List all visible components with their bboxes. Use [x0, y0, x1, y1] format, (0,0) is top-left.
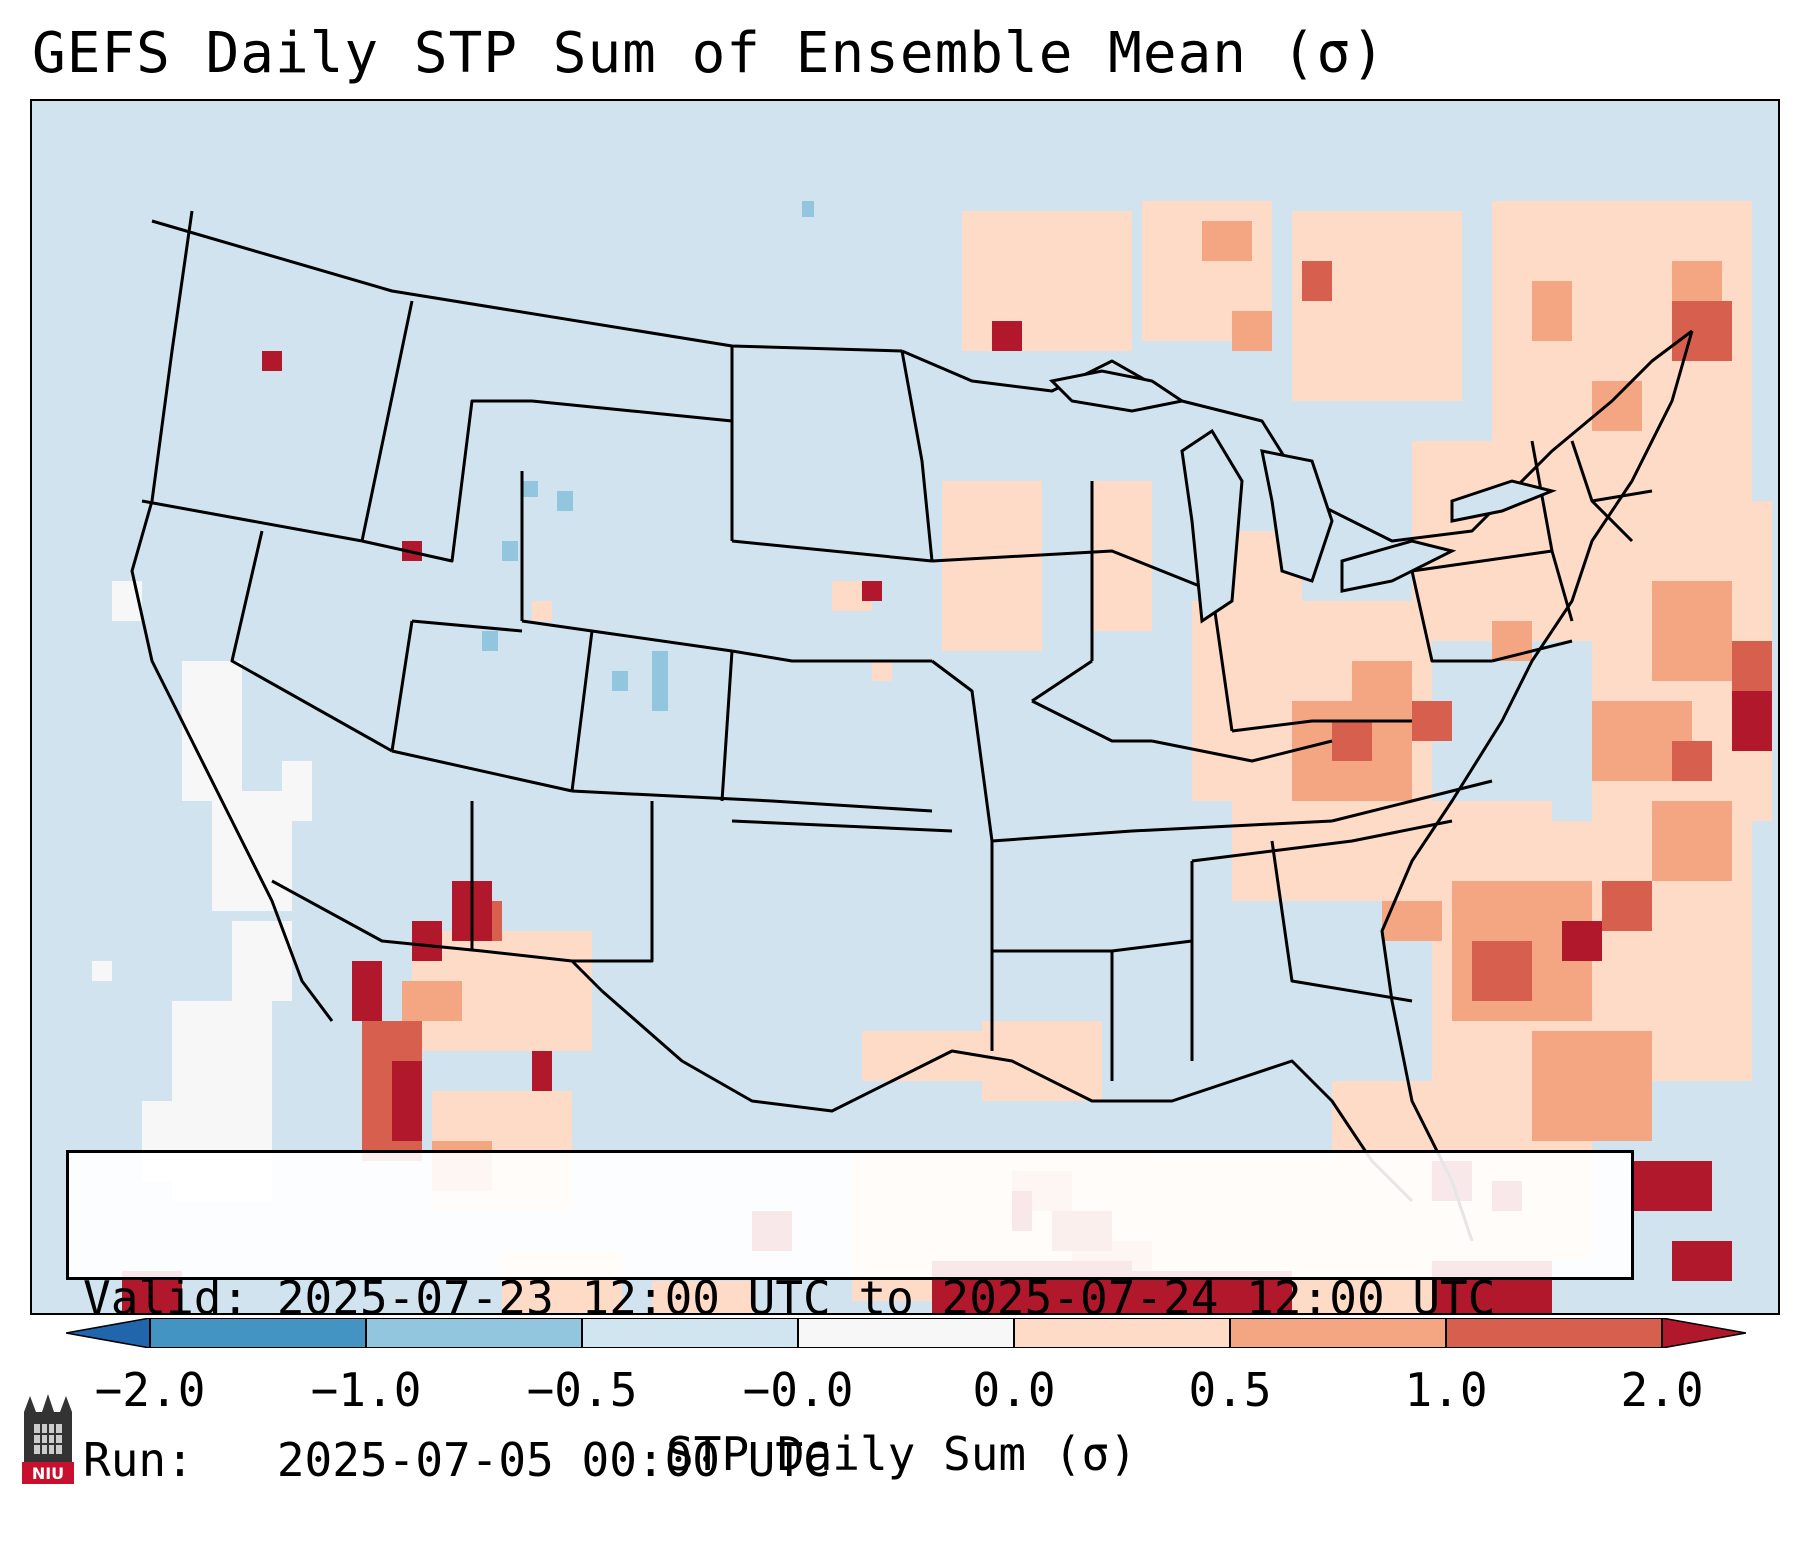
colorbar-segment-4	[798, 1318, 1014, 1348]
map-canvas	[32, 101, 1778, 1313]
colorbar-tick-label: 2.0	[1620, 1363, 1704, 1417]
colorbar	[66, 1318, 1746, 1348]
colorbar-tick-label: 1.0	[1404, 1363, 1488, 1417]
colorbar-tick-label: −0.0	[742, 1363, 854, 1417]
run-time-text: Run: 2025-07-05 00:00 UTC	[83, 1433, 831, 1487]
colorbar-segment-5	[1014, 1318, 1230, 1348]
colorbar-segment-3	[582, 1318, 798, 1348]
colorbar-segment-1	[150, 1318, 366, 1348]
map-panel[interactable]	[30, 99, 1780, 1315]
valid-time-text: Valid: 2025-07-23 12:00 UTC to 2025-07-2…	[83, 1271, 1496, 1325]
logo-text: NIU	[32, 1464, 64, 1483]
colorbar-segment-2	[366, 1318, 582, 1348]
positive-field-light	[412, 201, 1772, 1313]
colorbar-segment-7	[1446, 1318, 1662, 1348]
colorbar-tick-label: −0.5	[526, 1363, 638, 1417]
colorbar-segment-6	[1230, 1318, 1446, 1348]
validity-info-box: Valid: 2025-07-23 12:00 UTC to 2025-07-2…	[66, 1150, 1634, 1487]
niu-logo: NIU	[22, 1394, 74, 1484]
colorbar-label: STP Daily Sum (σ)	[666, 1427, 1137, 1481]
chart-title: GEFS Daily STP Sum of Ensemble Mean (σ)	[32, 21, 1386, 86]
colorbar-tick-label: 0.0	[972, 1363, 1056, 1417]
colorbar-ticks	[149, 1318, 1663, 1348]
negative-field	[482, 201, 814, 711]
colorbar-tick-label: −2.0	[94, 1363, 206, 1417]
great-lakes	[1048, 369, 1557, 624]
colorbar-extend-high	[1661, 1318, 1746, 1348]
colorbar-tick-label: −1.0	[310, 1363, 422, 1417]
colorbar-tick-label: 0.5	[1188, 1363, 1272, 1417]
boundaries	[130, 210, 1694, 1242]
colorbar-extend-low	[66, 1318, 151, 1348]
